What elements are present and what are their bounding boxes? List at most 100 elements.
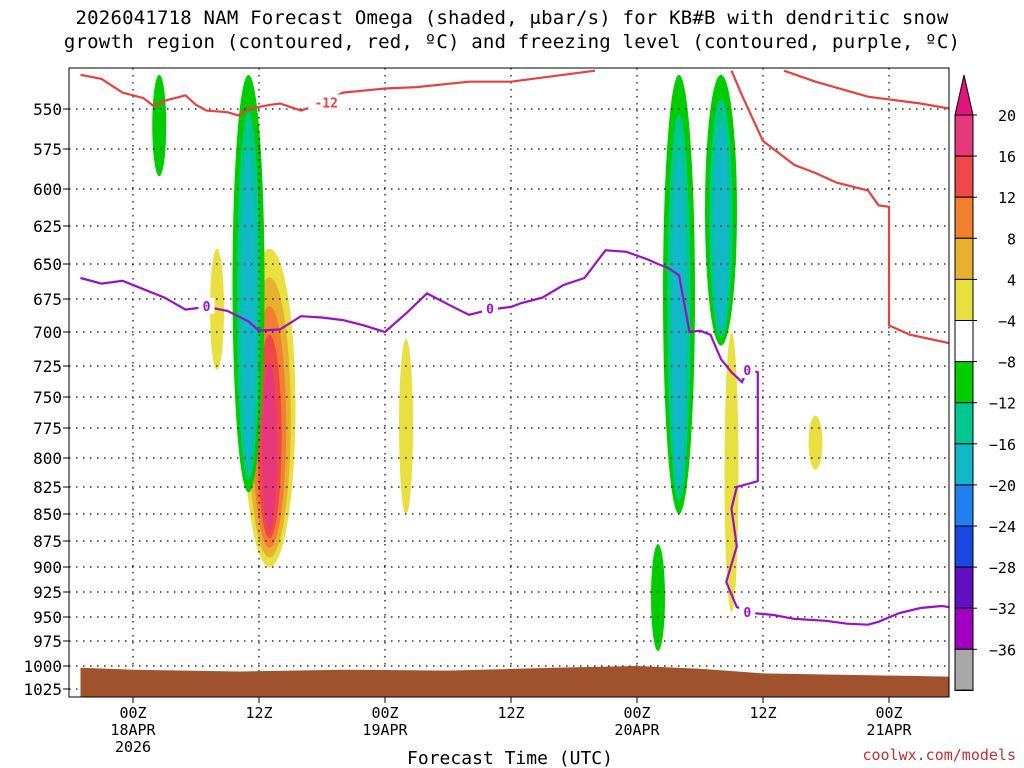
colorbar-swatch [954, 566, 974, 609]
colorbar-label: 12 [998, 189, 1016, 207]
x-tick-label: 00Z [875, 704, 902, 722]
y-tick-label: 600 [33, 180, 62, 199]
omega-shade-level-2 [671, 153, 687, 488]
omega-shade-level-0 [724, 332, 739, 612]
x-tick-label: 20APR [614, 721, 660, 739]
colorbar-label: −16 [989, 436, 1016, 454]
gridlines [69, 68, 949, 697]
omega-shade-level-0 [399, 338, 413, 514]
colorbar-swatch [954, 648, 974, 691]
omega-shade-level-0 [152, 74, 167, 177]
x-tick-label: 00Z [623, 704, 650, 722]
omega-shading-layer [152, 74, 823, 651]
colorbar-swatch [954, 237, 974, 280]
y-tick-label: 650 [33, 255, 62, 274]
colorbar-label: −28 [989, 559, 1016, 577]
colorbar-swatch [954, 607, 974, 650]
colorbar-label: −4 [998, 313, 1016, 331]
x-tick-label: 00Z [119, 704, 146, 722]
colorbar-label: 16 [998, 148, 1016, 166]
y-tick-label: 850 [33, 505, 62, 524]
y-tick-label: 825 [33, 478, 62, 497]
colorbar-label: −8 [998, 354, 1016, 372]
freezing-level-label-2-bg [482, 300, 498, 317]
colorbar-swatch [954, 278, 974, 321]
y-tick-label: 875 [33, 532, 62, 551]
freezing-level-contour [80, 249, 949, 626]
y-tick-label: 800 [33, 449, 62, 468]
freezing-level-label-3-bg [739, 361, 756, 378]
colorbar-label: 8 [1007, 230, 1016, 248]
y-tick-label: 700 [33, 323, 62, 342]
colorbar-swatch [954, 320, 974, 363]
colorbar-label: −36 [989, 641, 1016, 659]
x-axis-title: Forecast Time (UTC) [407, 748, 613, 768]
y-tick-label: 925 [33, 583, 62, 602]
y-tick-label: 725 [33, 357, 62, 376]
y-tick-label: 775 [33, 419, 62, 438]
colorbar-label: −12 [989, 395, 1016, 413]
freezing-level-label-3: 0 [743, 364, 751, 379]
plot-frame [68, 67, 950, 698]
colorbar-swatch [954, 155, 974, 198]
omega-shade-level-0 [808, 415, 823, 470]
y-tick-label: 1000 [23, 657, 62, 676]
colorbar-swatch [954, 361, 974, 404]
colorbar-label: −32 [989, 600, 1016, 618]
chart-title-line1: 2026041718 NAM Forecast Omega (shaded, μ… [75, 7, 949, 29]
snow-growth-contour-right-top [783, 69, 949, 110]
omega-region-6 [399, 338, 413, 514]
chart-title: 2026041718 NAM Forecast Omega (shaded, μ… [0, 6, 1024, 54]
omega-region-8 [651, 544, 665, 651]
x-tick-label: 18APR [110, 721, 156, 739]
colorbar-top-arrow [954, 74, 974, 116]
x-tick-label: 2026 [115, 738, 151, 756]
omega-region-3 [663, 74, 695, 515]
x-tick-label: 19APR [362, 721, 408, 739]
terrain-fill [80, 666, 949, 697]
omega-region-5 [724, 332, 739, 612]
freezing-level-label-2: 0 [486, 303, 494, 318]
x-tick-label: 12Z [245, 704, 272, 722]
x-tick-label: 12Z [749, 704, 776, 722]
terrain-layer [80, 666, 949, 697]
x-tick-label: 21APR [866, 721, 912, 739]
omega-shade-level-4 [262, 363, 277, 529]
freezing-level-label-4: 0 [743, 606, 751, 621]
x-tick-label: 12Z [497, 704, 524, 722]
omega-region-1 [232, 74, 265, 493]
omega-region-9 [808, 415, 823, 470]
y-tick-label: 675 [33, 290, 62, 309]
colorbar-swatch [954, 196, 974, 239]
x-tick-label: 00Z [371, 704, 398, 722]
colorbar-swatch [954, 114, 974, 157]
omega-shade-level-0 [651, 544, 665, 651]
snow-growth-contour-upper [80, 69, 596, 117]
y-tick-label: 900 [33, 558, 62, 577]
y-tick-label: 1025 [23, 680, 62, 699]
colorbar-label: 4 [1007, 271, 1016, 289]
colorbar-label: 20 [998, 107, 1016, 125]
colorbar-swatch [954, 443, 974, 486]
chart-title-line2: growth region (contoured, red, ºC) and f… [63, 31, 961, 53]
contour-layer: -12 0 0 0 0 [80, 69, 949, 626]
omega-region-4 [705, 74, 737, 346]
colorbar-swatch [954, 484, 974, 527]
colorbar-label: −24 [989, 518, 1016, 536]
omega-shade-level-2 [241, 149, 256, 468]
y-tick-label: 550 [33, 100, 62, 119]
colorbar-swatch [954, 402, 974, 445]
y-tick-label: 975 [33, 632, 62, 651]
y-tick-label: 625 [33, 217, 62, 236]
plot-area: -12 0 0 0 0 [69, 68, 949, 697]
credit-text[interactable]: coolwx.com/models [862, 746, 1016, 764]
freezing-level-label-1-bg [198, 297, 215, 314]
freezing-level-label-4-bg [739, 604, 756, 620]
snow-growth-contour-lower [730, 70, 949, 345]
colorbar: 20 16 12 8 4 −4 −8 −12 −16 −20 −24 −28 −32 −36 [954, 74, 1016, 691]
y-tick-label: 575 [33, 140, 62, 159]
snow-growth-label-bg [308, 94, 345, 111]
colorbar-label: −20 [989, 477, 1016, 495]
